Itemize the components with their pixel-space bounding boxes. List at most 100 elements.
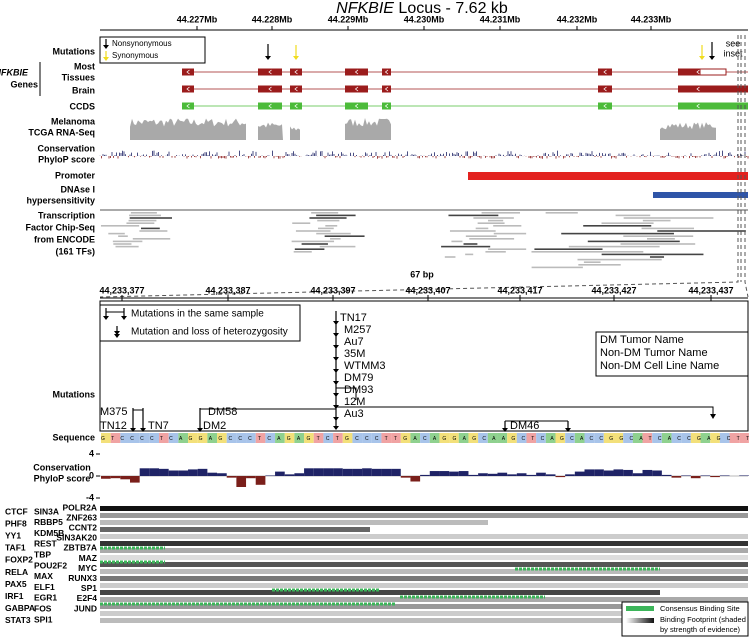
strand [186,69,190,75]
strand [268,103,272,109]
axis-label: 44,233,377 [99,285,144,295]
exon [258,68,282,76]
tf-peak [473,217,514,219]
exon [678,68,700,76]
sequence: GTCCCCTCAGGAGCCCTCAGAGTCTGCCCTTGACAGGAGC… [101,436,749,442]
base [420,433,430,443]
tf-peak [601,253,704,256]
track-label: Brain [72,85,95,95]
arrow-head [103,45,109,49]
tf-name: E2F4 [77,593,98,603]
base [342,433,353,443]
tf-peak [481,212,520,214]
key-arrow-head [121,316,127,320]
exon [678,102,718,110]
conservation-bar [536,472,546,476]
mutation-name: 35M [344,348,365,360]
base [313,433,324,443]
tf-name: PAX5 [5,579,27,589]
tf-peak [118,235,128,237]
strand [696,86,700,92]
axis-label: 44.227Mb [177,14,218,24]
exon [290,102,302,110]
conservation-bar [478,473,488,476]
base [352,433,363,443]
mutation-name: DM46 [510,420,539,432]
conservation-bar [294,473,305,476]
rna-coverage [130,118,246,140]
base [661,433,672,443]
strand [603,103,607,109]
tf-peak [126,222,155,224]
base [516,433,527,443]
mutation-arrow-head [265,56,271,60]
tf-footprint [100,583,748,588]
base [130,433,140,443]
base [439,433,450,443]
key-arrow-head [114,334,120,338]
exon [345,102,368,110]
base [642,433,653,443]
tf-peak [113,243,132,245]
mutation-name: WTMM3 [344,360,386,372]
tf-peak [561,232,674,235]
exon [382,85,391,93]
tf-peak [615,214,651,217]
rna-coverage [345,118,391,140]
tf-peak [475,227,489,230]
conservation-bar [207,472,218,476]
conservation-bar [439,471,450,476]
tf-peak [531,266,583,269]
base [536,433,546,443]
tf-peak [463,243,478,245]
tf-peak [317,219,340,222]
conservation-bar [410,476,421,482]
tf-name: CCNT2 [69,522,98,532]
exon [598,85,612,93]
strand [294,103,298,109]
tf-peak [448,214,499,217]
tf-peak [293,251,312,253]
rna-coverage [660,122,716,140]
tf-peak [623,235,694,237]
strand [354,69,359,75]
conservation-bar [468,474,479,476]
conservation-bar [497,472,508,476]
conservation-bar [642,469,653,476]
tf-name: EGR1 [34,593,57,603]
strand [294,86,298,92]
conservation-bar [149,468,160,476]
mutation-head [333,357,339,361]
tf-peak [620,243,696,245]
legend-box [99,36,206,64]
axis-label: 44,233,437 [688,285,733,295]
exon [182,68,194,76]
tf-footprint [100,604,748,609]
tf-footprint [100,590,660,595]
base [526,433,537,443]
base [594,433,604,443]
tf-peak [128,219,157,222]
conservation-bar [284,474,295,476]
tf-footprint [100,520,488,525]
track-label: (161 TFs) [55,246,95,256]
tf-peak [493,232,527,235]
tf-peak [485,251,506,253]
base [487,433,498,443]
base [623,433,633,443]
base [323,433,334,443]
conservation-bar [352,468,363,476]
tf-name: POU2F2 [34,560,67,570]
tf-peak [488,219,504,222]
tf-name: MAX [34,571,53,581]
tf-name: TAF1 [5,543,26,553]
track-label: Factor Chip-Seq [25,222,95,232]
conservation-bar [226,476,237,478]
conservation-bar [304,468,314,476]
tf-footprint [100,513,748,518]
strand [603,86,607,92]
tf-peak [325,225,338,227]
tf-peak [316,214,356,217]
tf-peak [330,238,341,240]
